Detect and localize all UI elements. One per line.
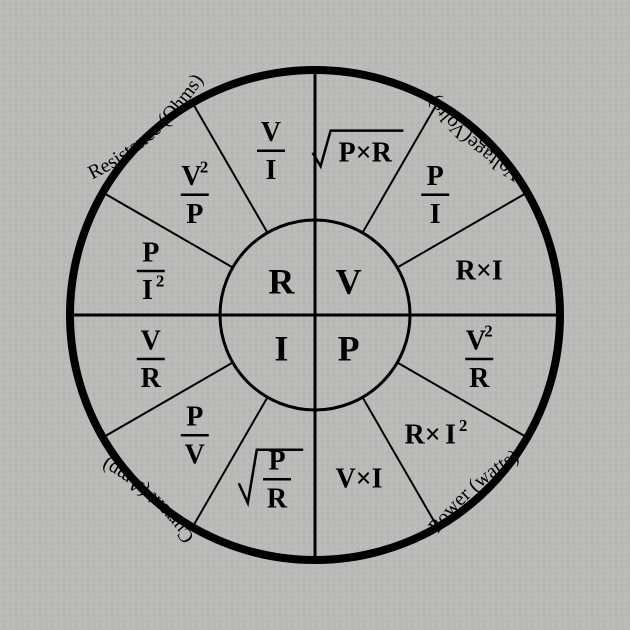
formula-text: V <box>466 325 486 356</box>
formula-text: V <box>141 325 161 356</box>
center-letter: V <box>336 261 362 301</box>
formula-text: R <box>469 363 490 394</box>
formula-text: P <box>186 402 203 433</box>
formula-superscript: 2 <box>156 271 164 290</box>
formula-text: I <box>266 155 277 186</box>
formula-text: V <box>261 117 281 148</box>
formula-text: I <box>430 199 441 230</box>
formula: R×I <box>456 256 503 287</box>
formula-text: R× <box>405 420 441 451</box>
formula-text: V×I <box>335 464 382 495</box>
formula-text: V <box>181 161 201 192</box>
ohms-law-wheel: PVIRVoltage(Volts)Power (watts)Current (… <box>0 0 630 630</box>
center-letter: P <box>338 329 360 369</box>
formula: V×I <box>335 464 382 495</box>
center-letter: I <box>274 329 288 369</box>
formula-text: P×R <box>339 138 393 169</box>
center-letter: R <box>268 261 295 301</box>
formula-text: I <box>142 275 153 306</box>
formula: VR <box>137 325 165 394</box>
formula-text: V <box>185 439 205 470</box>
formula-text: P <box>427 161 444 192</box>
formula: V2 R <box>465 321 493 394</box>
formula-text: R×I <box>456 256 503 287</box>
formula-superscript: 2 <box>459 416 467 435</box>
formula-text: P <box>186 199 203 230</box>
formula-text: R <box>267 483 288 514</box>
formula-text: P <box>142 237 159 268</box>
formula-text: I <box>445 420 456 451</box>
formula-superscript: 2 <box>200 157 208 176</box>
formula-superscript: 2 <box>484 321 492 340</box>
formula-text: R <box>141 363 162 394</box>
